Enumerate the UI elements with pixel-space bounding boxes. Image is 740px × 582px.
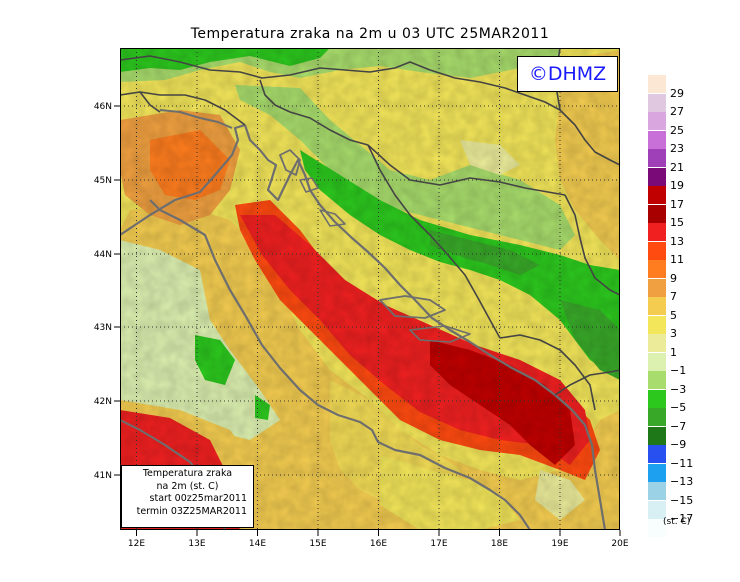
legend-swatch — [648, 260, 666, 278]
legend-swatch — [648, 482, 666, 500]
y-tick-label: 45N — [94, 176, 112, 186]
legend-swatch — [648, 463, 666, 482]
legend-swatch — [648, 93, 666, 112]
legend-swatch — [648, 389, 666, 408]
x-tick-label: 15E — [309, 539, 326, 549]
legend-label: 29 — [670, 86, 684, 100]
legend-label: −5 — [670, 401, 687, 414]
legend-label: 5 — [670, 308, 677, 322]
legend-label: 3 — [670, 327, 677, 340]
x-tick-label: 19E — [551, 539, 568, 549]
legend-label: −3 — [670, 382, 687, 396]
legend-swatch — [648, 334, 666, 352]
legend-swatch — [648, 445, 666, 463]
dhmz-logo: ©DHMZ — [517, 56, 618, 92]
legend-label: −1 — [670, 364, 687, 377]
coastlines — [120, 109, 607, 530]
legend-swatch — [648, 315, 666, 334]
legend-label: 23 — [670, 142, 684, 155]
legend-label: 27 — [670, 105, 684, 118]
y-tick-label: 43N — [94, 323, 112, 333]
info-line-title: Temperatura zraka — [142, 468, 233, 479]
info-line-termin: termin 03Z25MAR2011 — [136, 505, 247, 517]
legend-label: −11 — [670, 456, 694, 470]
y-tick-label: 44N — [94, 250, 112, 260]
legend-swatch — [648, 500, 666, 519]
x-tick-label: 14E — [249, 539, 266, 549]
legend-swatch — [648, 408, 666, 426]
legend-swatch — [648, 149, 666, 167]
info-line-start: start 00z25mar2011 — [149, 493, 247, 504]
legend-swatch — [648, 241, 666, 260]
legend-swatch — [648, 278, 666, 297]
legend-swatch — [648, 297, 666, 315]
x-tick-label: 18E — [491, 539, 508, 549]
legend-label: 19 — [670, 179, 684, 192]
x-tick-label: 13E — [188, 539, 205, 549]
map-title: Temperatura zraka na 2m u 03 UTC 25MAR20… — [190, 26, 550, 42]
x-tick-label: 17E — [430, 539, 447, 549]
y-tick-label: 41N — [94, 471, 112, 481]
y-axis: 46N 45N 44N 43N 42N 41N — [94, 102, 120, 481]
x-tick-label: 16E — [370, 539, 387, 549]
temperature-field — [120, 48, 620, 530]
plot-frame — [120, 48, 620, 530]
legend-unit: (st. C) — [663, 517, 691, 527]
legend-swatch — [648, 223, 666, 241]
legend-swatch — [648, 352, 666, 371]
x-tick-label: 12E — [128, 539, 145, 549]
x-axis: 12E 13E 14E 15E 16E 17E 18E 19E 20E — [128, 530, 629, 549]
legend-swatch — [648, 204, 666, 223]
legend-swatch — [648, 130, 666, 149]
legend-label: 11 — [670, 253, 684, 266]
x-tick-label: 20E — [611, 539, 628, 549]
legend-label: −7 — [670, 419, 687, 433]
y-tick-label: 46N — [94, 102, 112, 112]
legend-label: −15 — [670, 493, 694, 507]
grid-lines — [120, 48, 620, 530]
legend-swatch — [648, 426, 666, 445]
y-tick-label: 42N — [94, 397, 112, 407]
legend-swatch — [648, 112, 666, 130]
legend-label: 9 — [670, 271, 677, 285]
legend-label: 17 — [670, 197, 684, 211]
info-line-variable: na 2m (st. C) — [156, 480, 219, 492]
legend-swatch — [648, 75, 666, 93]
legend-label: 21 — [670, 160, 684, 174]
legend-label: 25 — [670, 123, 684, 137]
legend-label: 15 — [670, 216, 684, 229]
legend-label: 1 — [670, 345, 677, 359]
legend-label: 13 — [670, 234, 684, 248]
legend-swatch — [648, 186, 666, 204]
legend-swatch — [648, 519, 666, 537]
legend-swatch — [648, 371, 666, 389]
legend-label: 7 — [670, 290, 677, 303]
country-borders — [120, 48, 620, 411]
legend-swatch — [648, 167, 666, 186]
legend-label: −9 — [670, 438, 687, 451]
legend-label: −13 — [670, 475, 694, 488]
legend-label: −17 — [670, 512, 694, 525]
info-box: Temperatura zraka na 2m (st. C) start 00… — [121, 465, 254, 528]
